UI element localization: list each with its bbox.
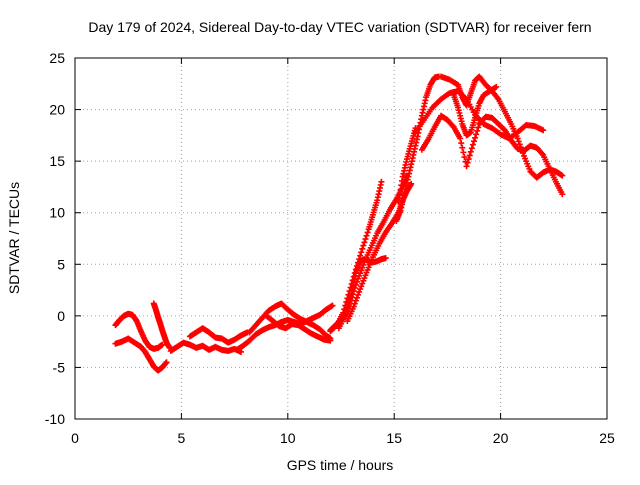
- data-point: [355, 291, 362, 298]
- data-point: [357, 252, 364, 259]
- x-tick-label: 25: [599, 430, 615, 446]
- data-point: [467, 148, 474, 155]
- x-tick-label: 10: [280, 430, 296, 446]
- data-point: [473, 131, 480, 138]
- data-point: [349, 291, 356, 298]
- y-axis-label: SDTVAR / TECUs: [6, 182, 22, 294]
- data-point: [353, 278, 360, 285]
- data-point: [471, 138, 477, 145]
- x-tick-label: 5: [178, 430, 186, 446]
- data-point: [465, 156, 472, 163]
- tick-layer: 0 5 10 15 20 25 -10 -5 0 5 10 15 20 25: [45, 50, 615, 446]
- data-point: [475, 124, 482, 131]
- data-layer: [112, 73, 566, 374]
- data-point: [515, 138, 522, 145]
- y-tick-label: 0: [57, 308, 65, 324]
- series-track-c: [150, 300, 173, 351]
- series-track-e: [186, 325, 251, 346]
- series-track-d: [167, 339, 244, 355]
- data-point: [358, 249, 365, 256]
- data-point: [378, 178, 385, 185]
- data-point: [350, 288, 357, 295]
- x-axis-label: GPS time / hours: [287, 457, 394, 473]
- data-point: [352, 266, 359, 273]
- data-point: [382, 255, 389, 262]
- data-point: [459, 144, 466, 151]
- data-point: [351, 285, 358, 292]
- data-point: [559, 191, 566, 198]
- data-point: [408, 180, 415, 187]
- data-point: [349, 277, 356, 284]
- y-tick-label: -5: [53, 359, 66, 375]
- data-point: [468, 145, 475, 152]
- data-point: [356, 288, 363, 295]
- chart-title: Day 179 of 2024, Sidereal Day-to-day VTE…: [88, 19, 591, 35]
- data-point: [362, 236, 369, 243]
- data-point: [474, 127, 481, 134]
- series-track-r: [450, 83, 500, 139]
- data-point: [329, 302, 336, 309]
- data-point: [346, 300, 353, 307]
- x-tick-label: 20: [493, 430, 509, 446]
- data-point: [460, 149, 467, 156]
- data-point: [359, 245, 366, 252]
- data-point: [344, 305, 351, 312]
- data-point: [351, 300, 358, 307]
- y-tick-label: 25: [49, 50, 65, 66]
- data-point: [461, 154, 468, 161]
- data-point: [345, 303, 352, 310]
- data-point: [159, 341, 166, 348]
- data-point: [343, 298, 350, 305]
- y-tick-label: 10: [49, 205, 65, 221]
- data-point: [516, 141, 523, 148]
- data-point: [559, 172, 566, 179]
- data-point: [472, 134, 479, 141]
- data-point: [343, 308, 350, 315]
- series-track-a: [112, 310, 166, 352]
- y-tick-label: -10: [45, 411, 65, 427]
- data-point: [327, 337, 334, 344]
- data-point: [353, 263, 360, 270]
- y-tick-label: 5: [57, 256, 65, 272]
- data-point: [348, 280, 355, 287]
- data-point: [352, 281, 359, 288]
- data-point: [342, 311, 349, 318]
- x-tick-label: 0: [71, 430, 79, 446]
- data-point: [163, 359, 170, 366]
- y-tick-label: 20: [49, 102, 65, 118]
- series-track-m: [393, 73, 442, 224]
- data-point: [351, 270, 358, 277]
- data-point: [458, 140, 465, 147]
- data-point: [457, 135, 464, 142]
- plot-frame: [74, 57, 608, 420]
- data-point: [350, 303, 357, 310]
- data-point: [363, 232, 370, 239]
- data-point: [350, 273, 357, 280]
- x-tick-label: 15: [386, 430, 402, 446]
- data-point: [347, 297, 354, 304]
- data-point: [514, 135, 521, 142]
- data-point: [364, 229, 371, 236]
- data-point: [361, 239, 368, 246]
- data-point: [493, 83, 500, 90]
- y-tick-label: 15: [49, 153, 65, 169]
- data-point: [356, 256, 363, 263]
- data-point: [355, 259, 362, 266]
- series-track-q: [418, 112, 566, 198]
- series-track-b: [112, 335, 170, 374]
- data-point: [352, 297, 359, 304]
- data-point: [464, 159, 471, 166]
- data-point: [466, 152, 473, 159]
- data-point: [348, 294, 355, 301]
- data-point: [353, 294, 360, 301]
- data-point: [360, 242, 367, 249]
- series-track-h: [263, 312, 334, 344]
- data-point: [344, 295, 351, 302]
- data-point: [540, 127, 547, 134]
- data-point: [463, 163, 470, 170]
- data-point: [469, 141, 476, 148]
